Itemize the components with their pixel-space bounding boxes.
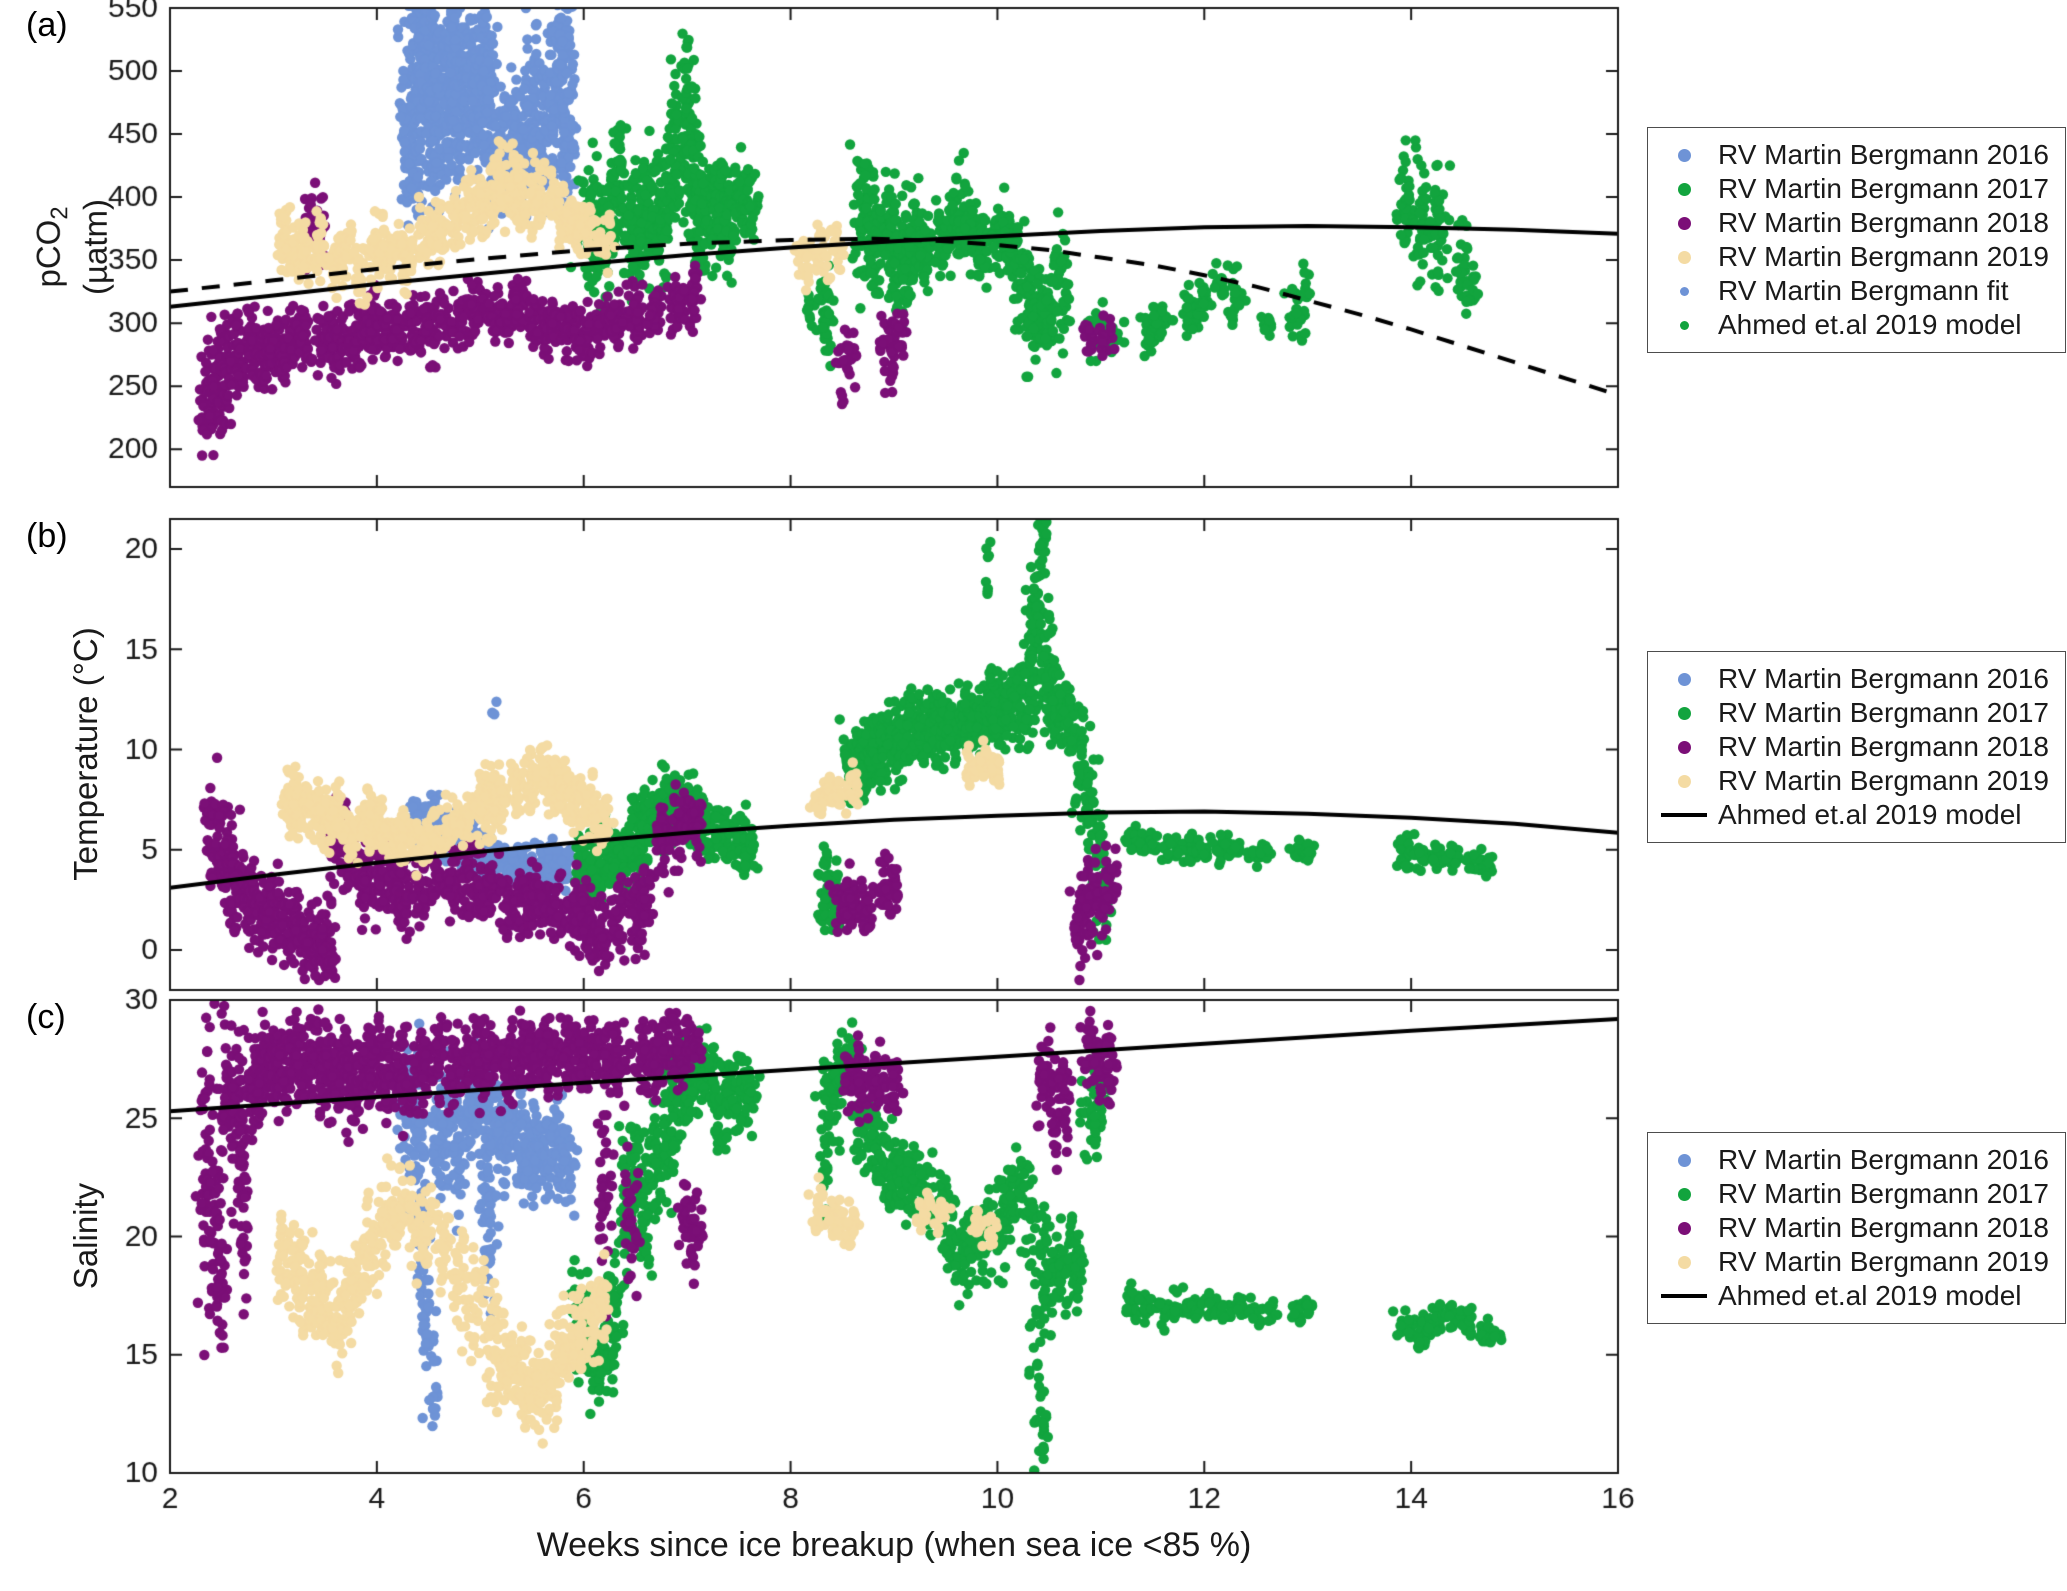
legend-entry: Ahmed et.al 2019 model	[1658, 1279, 2049, 1313]
legend-entry: RV Martin Bergmann 2016	[1658, 1143, 2049, 1177]
legend-entry: RV Martin Bergmann 2017	[1658, 172, 2049, 206]
legend-entry: RV Martin Bergmann 2019	[1658, 1245, 2049, 1279]
legend-dot-marker	[1658, 216, 1710, 230]
legend-panel-c: RV Martin Bergmann 2016 RV Martin Bergman…	[1647, 1132, 2066, 1324]
legend-entry: RV Martin Bergmann fit	[1658, 274, 2049, 308]
legend-entry: RV Martin Bergmann 2017	[1658, 696, 2049, 730]
y-axis-title-temperature: Temperature (°C)	[67, 627, 104, 881]
legend-label: RV Martin Bergmann 2017	[1718, 1178, 2049, 1209]
legend-entry: RV Martin Bergmann 2018	[1658, 206, 2049, 240]
legend-label: RV Martin Bergmann 2016	[1718, 663, 2049, 694]
legend-dot-marker	[1658, 286, 1710, 296]
pco2-label-text: pCO	[29, 219, 67, 288]
panel-b-label: (b)	[26, 517, 68, 555]
legend-panel-a: RV Martin Bergmann 2016 RV Martin Bergman…	[1647, 127, 2066, 353]
legend-label: Ahmed et.al 2019 model	[1718, 799, 2022, 830]
legend-entry: RV Martin Bergmann 2018	[1658, 730, 2049, 764]
legend-dot-marker	[1658, 706, 1710, 720]
legend-entry: RV Martin Bergmann 2019	[1658, 764, 2049, 798]
y-axis-title-pco2: pCO2 (µatm)	[28, 199, 117, 295]
legend-dot-marker	[1658, 182, 1710, 196]
legend-label: RV Martin Bergmann 2019	[1718, 241, 2049, 272]
y-axis-title-salinity: Salinity	[67, 1182, 104, 1290]
panel-a-label: (a)	[26, 6, 68, 44]
legend-label: RV Martin Bergmann 2018	[1718, 1212, 2049, 1243]
legend-label: RV Martin Bergmann 2017	[1718, 173, 2049, 204]
legend-dot-marker	[1658, 320, 1710, 330]
legend-label: RV Martin Bergmann 2019	[1718, 1246, 2049, 1277]
legend-label: RV Martin Bergmann 2018	[1718, 731, 2049, 762]
legend-label: Ahmed et.al 2019 model	[1718, 309, 2022, 340]
legend-entry: Ahmed et.al 2019 model	[1658, 798, 2049, 832]
legend-entry: RV Martin Bergmann 2019	[1658, 240, 2049, 274]
x-axis-title: Weeks since ice breakup (when sea ice <8…	[536, 1526, 1252, 1564]
legend-entry: RV Martin Bergmann 2016	[1658, 138, 2049, 172]
legend-dot-marker	[1658, 148, 1710, 162]
pco2-label-unit: (µatm)	[77, 198, 115, 296]
legend-dot-marker	[1658, 1187, 1710, 1201]
legend-dot-marker	[1658, 1255, 1710, 1269]
legend-line-marker	[1658, 813, 1710, 817]
legend-entry: RV Martin Bergmann 2017	[1658, 1177, 2049, 1211]
legend-entry: RV Martin Bergmann 2018	[1658, 1211, 2049, 1245]
legend-entry: Ahmed et.al 2019 model	[1658, 308, 2049, 342]
legend-dot-marker	[1658, 1153, 1710, 1167]
legend-label: RV Martin Bergmann 2017	[1718, 697, 2049, 728]
legend-dot-marker	[1658, 250, 1710, 264]
legend-label: RV Martin Bergmann 2016	[1718, 139, 2049, 170]
legend-entry: RV Martin Bergmann 2016	[1658, 662, 2049, 696]
pco2-label-subscript: 2	[46, 206, 74, 220]
legend-panel-b: RV Martin Bergmann 2016 RV Martin Bergman…	[1647, 651, 2066, 843]
legend-label: RV Martin Bergmann 2018	[1718, 207, 2049, 238]
legend-dot-marker	[1658, 672, 1710, 686]
legend-line-marker	[1658, 1294, 1710, 1298]
legend-label: Ahmed et.al 2019 model	[1718, 1280, 2022, 1311]
legend-dot-marker	[1658, 774, 1710, 788]
legend-dot-marker	[1658, 740, 1710, 754]
legend-label: RV Martin Bergmann fit	[1718, 275, 2009, 306]
panel-c-label: (c)	[26, 998, 66, 1036]
legend-label: RV Martin Bergmann 2016	[1718, 1144, 2049, 1175]
legend-dot-marker	[1658, 1221, 1710, 1235]
legend-label: RV Martin Bergmann 2019	[1718, 765, 2049, 796]
